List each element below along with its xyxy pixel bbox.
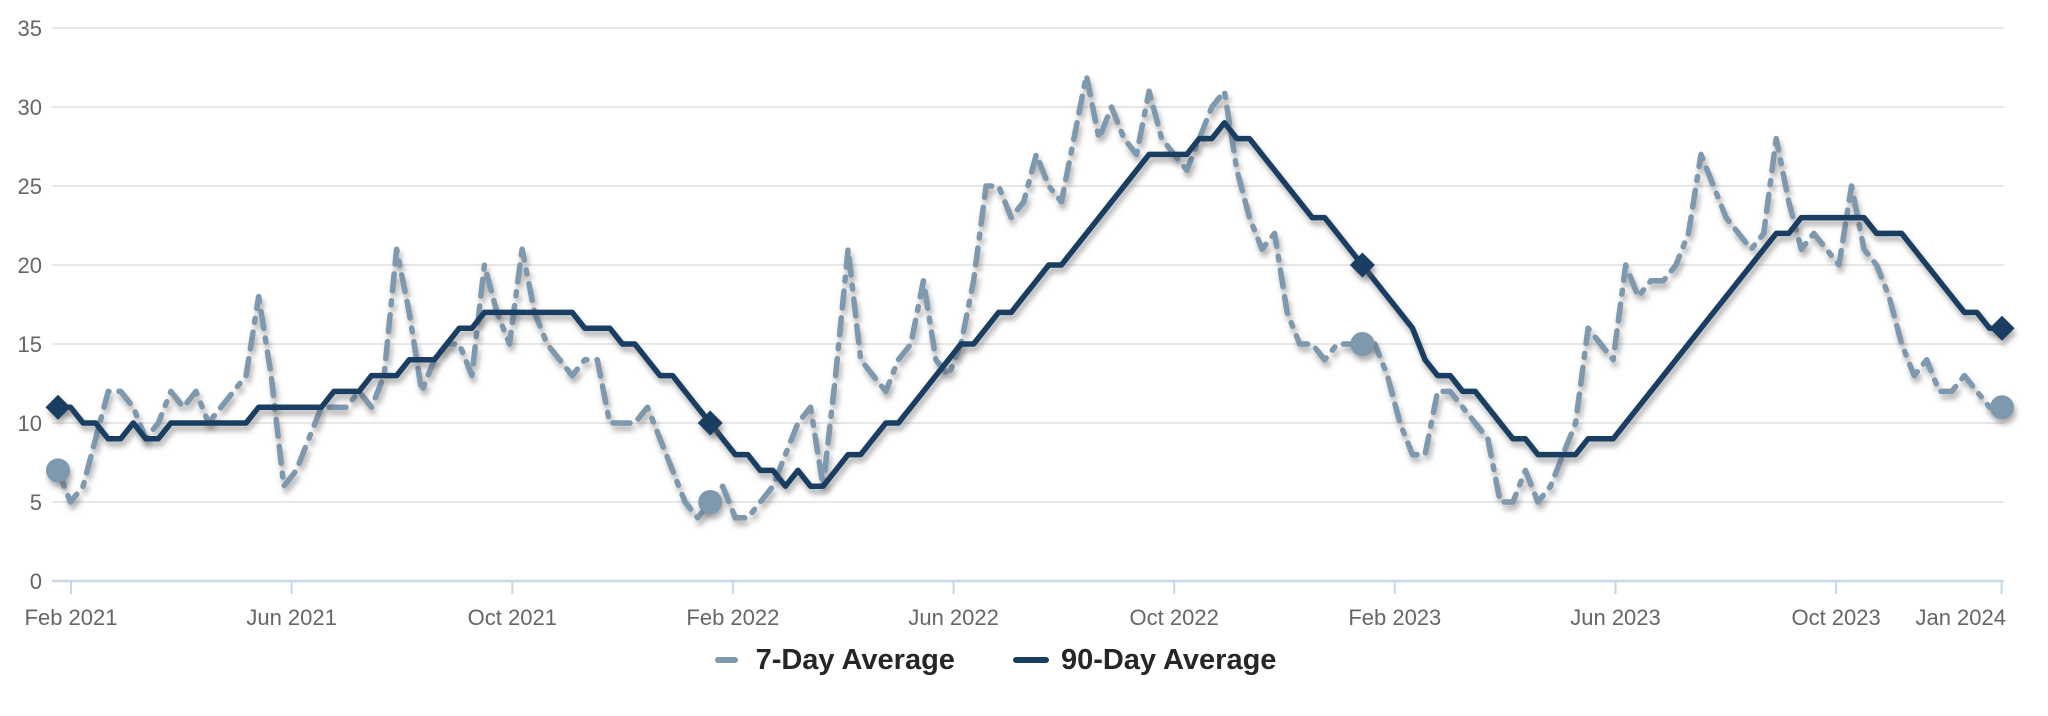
marker-diamond-90-day-average[interactable] xyxy=(45,394,71,420)
series-line-7-day-average[interactable] xyxy=(55,72,2005,521)
legend-label-7-day: 7-Day Average xyxy=(755,644,955,676)
marker-diamond-90-day-average[interactable] xyxy=(1989,315,2015,341)
marker-circle-7-day-average[interactable] xyxy=(698,490,723,514)
x-tick-label: Feb 2021 xyxy=(25,605,118,630)
x-tick-label: Feb 2023 xyxy=(1348,605,1441,630)
y-tick-label: 25 xyxy=(18,174,42,199)
x-tick-label: Oct 2022 xyxy=(1130,605,1219,630)
line-chart: 0 5 10 15 20 25 30 35 Feb 2021 Jun 2021 Oct 2021 Fe… xyxy=(18,16,2015,630)
y-tick-label: 5 xyxy=(30,490,42,515)
x-tick-label: Jun 2021 xyxy=(246,605,337,630)
marker-circle-7-day-average[interactable] xyxy=(46,458,70,483)
y-tick-label: 35 xyxy=(18,16,42,41)
dashed-line-swatch-icon xyxy=(714,657,738,663)
x-tick-label: Jan 2024 xyxy=(1915,605,2006,630)
marker-diamond-90-day-average[interactable] xyxy=(1349,252,1375,278)
y-tick-label: 20 xyxy=(18,253,42,278)
legend-item-7-day-average[interactable]: 7-Day Average xyxy=(708,641,955,679)
x-tick-label: Oct 2023 xyxy=(1791,605,1880,630)
marker-circle-7-day-average[interactable] xyxy=(1990,395,2014,420)
legend-item-90-day-average[interactable]: 90-Day Average xyxy=(1012,641,1277,679)
y-tick-label: 15 xyxy=(18,332,42,357)
legend-label-90-day: 90-Day Average xyxy=(1060,644,1277,676)
y-tick-label: 10 xyxy=(18,411,42,436)
marker-circle-7-day-average[interactable] xyxy=(1350,332,1375,356)
solid-line-swatch-icon xyxy=(1012,657,1049,663)
series-line-90-day-average[interactable] xyxy=(55,120,2005,489)
x-tick-label: Oct 2021 xyxy=(468,605,557,630)
marker-diamond-90-day-average[interactable] xyxy=(697,410,723,436)
x-tick-label: Jun 2022 xyxy=(908,605,999,630)
x-tick-label: Feb 2022 xyxy=(686,605,779,630)
chart-legend: 7-Day Average 90-Day Average xyxy=(0,641,2048,679)
y-tick-label: 0 xyxy=(30,569,42,594)
x-tick-label: Jun 2023 xyxy=(1570,605,1661,630)
y-tick-label: 30 xyxy=(18,95,42,120)
